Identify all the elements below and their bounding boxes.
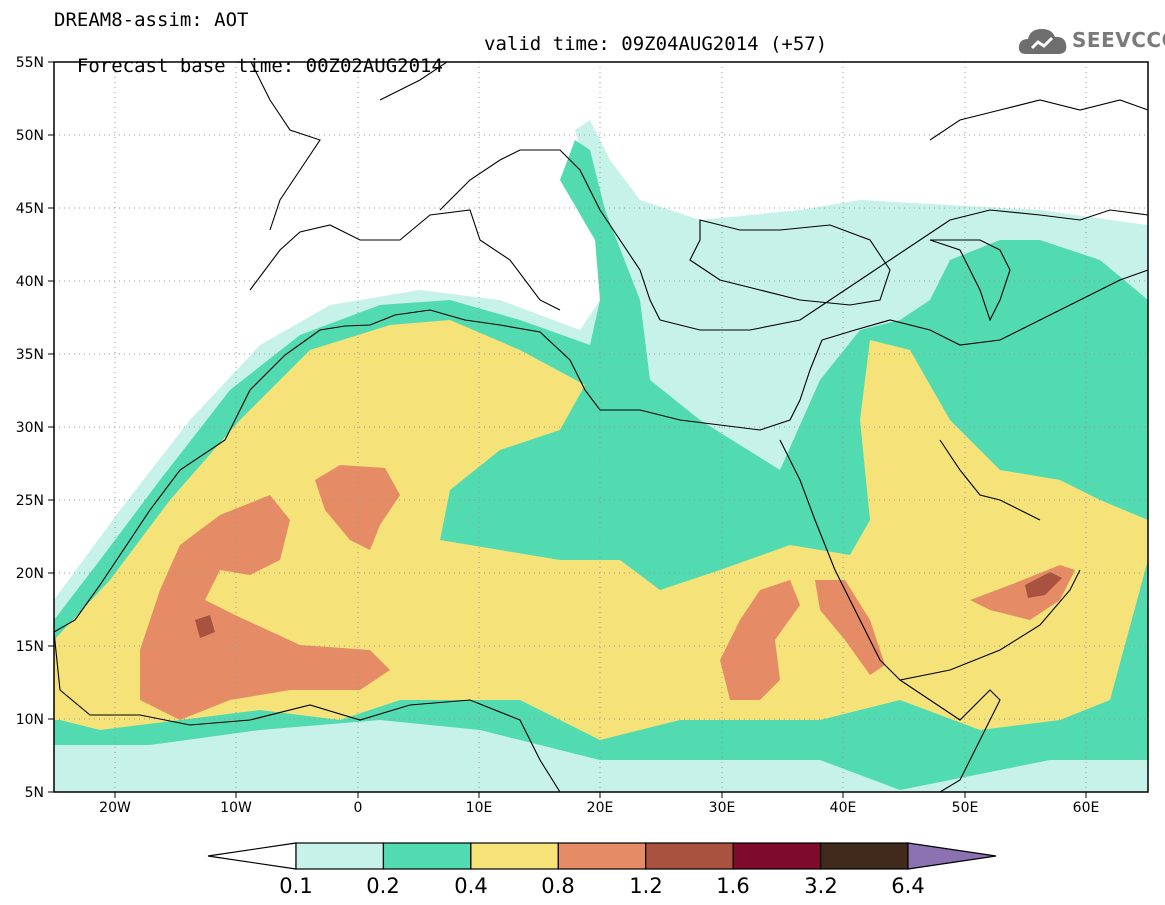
colorbar-box [470, 842, 559, 870]
lat-label: 40N [16, 274, 44, 290]
lon-label: 20W [99, 800, 131, 816]
aot-field [54, 120, 1148, 792]
aot-contour-0.8-sudan [720, 580, 800, 700]
lat-labels: 55N 50N 45N 40N 35N 30N 25N 20N 15N 10N … [16, 55, 44, 801]
colorbar-box [557, 842, 647, 870]
axis-ticks [48, 61, 1087, 798]
valid-time-label: valid time: 09Z04AUG2014 (+57) [484, 33, 828, 55]
colorbar-low-arrow [207, 842, 297, 870]
colorbar: 0.1 0.2 0.4 0.8 1.2 1.6 3.2 6.4 [207, 842, 997, 898]
base-time-label: Forecast base time: 00Z02AUG2014 [76, 55, 443, 77]
aot-contour-0.8-west [140, 495, 390, 720]
colorbar-high-arrow [907, 842, 997, 870]
coastlines [54, 62, 1148, 792]
lat-label: 10N [16, 712, 44, 728]
forecast-times: Forecast base time: 00Z02AUG2014 valid t… [54, 33, 827, 99]
colorbar-label: 1.2 [629, 874, 662, 898]
aot-contour-0.8-redsea [815, 580, 885, 675]
lat-label: 5N [25, 785, 44, 801]
map-title: DREAM8-assim: AOT [54, 9, 249, 31]
cloud-logo-icon [1018, 29, 1067, 54]
colorbar-label: 0.1 [279, 874, 312, 898]
aot-contour-1.2 [195, 615, 215, 638]
logo-text: SEEVCCC [1072, 28, 1165, 52]
lat-label: 55N [16, 55, 44, 71]
colorbar-box [732, 842, 822, 870]
colorbar-labels: 0.1 0.2 0.4 0.8 1.2 1.6 3.2 6.4 [279, 874, 924, 898]
colorbar-label: 0.2 [366, 874, 399, 898]
seevccc-logo: SEEVCCC [1018, 24, 1165, 58]
lon-label: 0 [354, 800, 363, 816]
lon-label: 20E [587, 800, 614, 816]
colorbar-label: 6.4 [891, 874, 924, 898]
colorbar-box [819, 842, 909, 870]
lon-label: 10E [466, 800, 493, 816]
lat-label: 25N [16, 493, 44, 509]
lat-label: 50N [16, 128, 44, 144]
lat-label: 35N [16, 347, 44, 363]
lon-label: 30E [709, 800, 736, 816]
lon-label: 10W [220, 800, 252, 816]
lat-label: 45N [16, 201, 44, 217]
lon-label: 40E [830, 800, 857, 816]
colorbar-box [295, 842, 385, 870]
colorbar-label: 0.8 [541, 874, 574, 898]
lon-label: 50E [952, 800, 979, 816]
colorbar-label: 0.4 [454, 874, 487, 898]
colorbar-box [382, 842, 472, 870]
lat-label: 20N [16, 566, 44, 582]
aot-contour-1.2-oman [1025, 572, 1062, 598]
map-grid [54, 62, 1148, 792]
colorbar-label: 3.2 [804, 874, 837, 898]
lat-label: 30N [16, 420, 44, 436]
lon-labels: 20W 10W 0 10E 20E 30E 40E 50E 60E [99, 800, 1099, 816]
lon-label: 60E [1073, 800, 1100, 816]
colorbar-box [645, 842, 734, 870]
colorbar-label: 1.6 [716, 874, 749, 898]
lat-label: 15N [16, 639, 44, 655]
colorbar-boxes [295, 842, 909, 870]
